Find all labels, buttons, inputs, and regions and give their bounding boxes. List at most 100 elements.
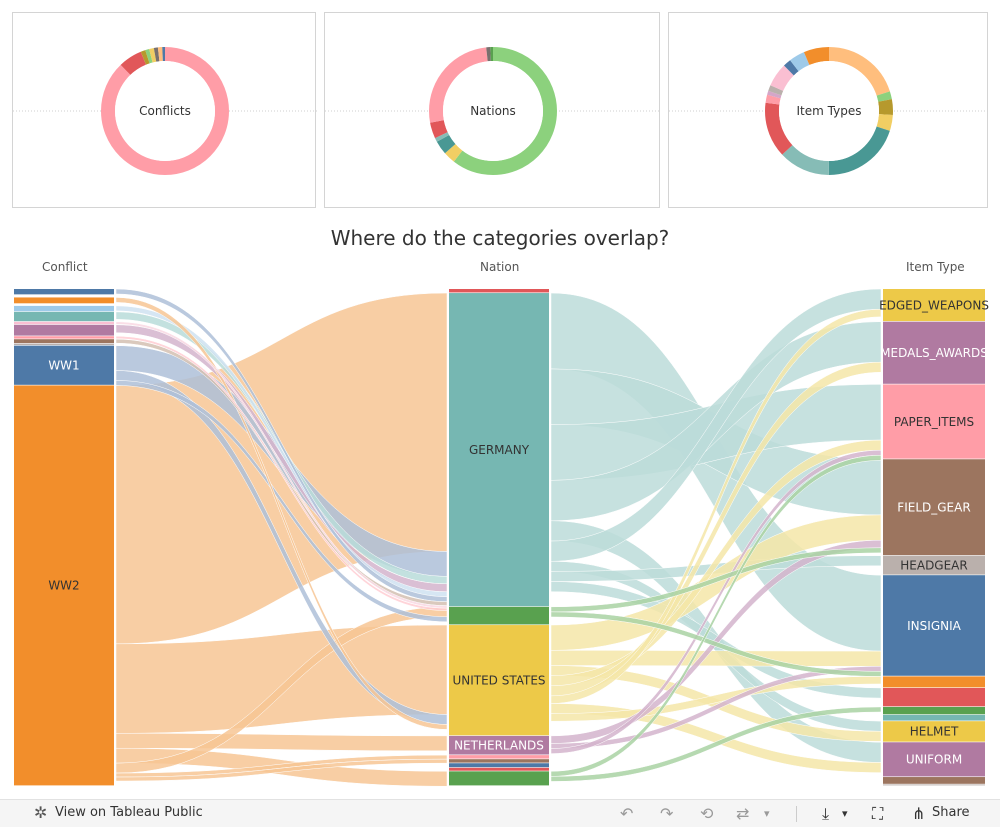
nation-node-8[interactable] bbox=[449, 767, 549, 771]
item-type-node-7[interactable] bbox=[883, 687, 985, 707]
download-icon[interactable]: ⤓ bbox=[822, 804, 830, 823]
item-type-node-3[interactable] bbox=[883, 459, 985, 556]
conflict-node-8[interactable] bbox=[14, 336, 114, 339]
item-type-node-label-2: PAPER_ITEMS bbox=[894, 415, 974, 429]
nation-node-0[interactable] bbox=[449, 289, 549, 293]
conflict-node-7[interactable] bbox=[14, 324, 114, 336]
conflict-node-0[interactable] bbox=[14, 289, 114, 295]
share-icon[interactable]: ⋔ bbox=[912, 804, 926, 823]
item-type-node-8[interactable] bbox=[883, 706, 985, 715]
nation-item-flow-22[interactable] bbox=[550, 454, 882, 777]
nation-item-flow-20[interactable] bbox=[550, 547, 882, 613]
conflict-node-2[interactable] bbox=[14, 297, 114, 304]
sankey-links bbox=[115, 288, 882, 787]
sankey-chart[interactable]: WW1 WW2 GERMANY UNITED STATES NETHERLANDS EDG… bbox=[0, 280, 1000, 792]
nation-item-flow-21[interactable] bbox=[550, 611, 882, 677]
conflict-node-3[interactable] bbox=[14, 303, 114, 306]
conflict-node-11[interactable] bbox=[14, 345, 114, 385]
tableau-icon: ✲ bbox=[34, 803, 48, 822]
view-on-tableau-link[interactable]: View on Tableau Public bbox=[55, 805, 203, 820]
item-type-node-5[interactable] bbox=[883, 575, 985, 676]
nation-node-5[interactable] bbox=[449, 755, 549, 759]
nation-node-2[interactable] bbox=[449, 606, 549, 625]
donut-slice-7[interactable] bbox=[429, 47, 557, 175]
donut-slice-13[interactable] bbox=[765, 47, 893, 175]
conflict-nodes: WW1 WW2 bbox=[14, 289, 114, 786]
item-type-node-1[interactable] bbox=[883, 321, 985, 384]
nation-node-3[interactable] bbox=[449, 625, 549, 736]
item-type-node-6[interactable] bbox=[883, 676, 985, 688]
conflict-nation-flow-6[interactable] bbox=[115, 758, 448, 782]
nations-donut-panel[interactable]: Nations bbox=[324, 12, 661, 209]
conflict-node-5[interactable] bbox=[14, 311, 114, 322]
tableau-toolbar: ✲ View on Tableau Public ↶ ↷ ⟲ ⇄ ▾ ⤓ ▾ ⛶… bbox=[0, 799, 1000, 827]
item-types-donut-panel[interactable]: Item Types bbox=[668, 12, 989, 209]
conflict-nation-flow-9[interactable] bbox=[115, 380, 448, 622]
axis-label-conflict: Conflict bbox=[42, 260, 88, 274]
undo-icon[interactable]: ↶ bbox=[620, 804, 634, 823]
axis-label-item-type: Item Type bbox=[906, 260, 965, 274]
nation-node-label-1: GERMANY bbox=[469, 443, 530, 457]
conflict-node-9[interactable] bbox=[14, 339, 114, 344]
conflicts-donut-panel[interactable]: Conflicts bbox=[12, 12, 317, 209]
axis-label-nation: Nation bbox=[480, 260, 520, 274]
nation-node-9[interactable] bbox=[449, 771, 549, 786]
conflict-node-label-11: WW1 bbox=[48, 359, 79, 373]
conflict-nation-flow-2[interactable] bbox=[115, 733, 448, 752]
item-type-node-12[interactable] bbox=[883, 777, 985, 784]
nation-item-flow-10[interactable] bbox=[550, 650, 882, 667]
conflict-nation-flow-17[interactable] bbox=[115, 335, 448, 611]
item-types-donut-chart[interactable]: Item Types bbox=[669, 13, 989, 209]
donut-slice-7[interactable] bbox=[101, 47, 229, 175]
donut-slice-5[interactable] bbox=[429, 47, 557, 175]
refresh-icon[interactable]: ⇄ bbox=[736, 804, 750, 823]
item-type-node-11[interactable] bbox=[883, 742, 985, 777]
conflict-nation-flow-1[interactable] bbox=[115, 624, 448, 734]
item-type-node-0[interactable] bbox=[883, 289, 985, 322]
refresh-caret-icon[interactable]: ▾ bbox=[764, 807, 770, 820]
item-type-node-label-3: FIELD_GEAR bbox=[897, 500, 970, 514]
revert-icon[interactable]: ⟲ bbox=[700, 804, 714, 823]
toolbar-divider bbox=[796, 806, 797, 822]
nation-node-label-3: UNITED STATES bbox=[452, 673, 545, 687]
donut-slice-2[interactable] bbox=[765, 47, 893, 175]
download-caret-icon[interactable]: ▾ bbox=[842, 807, 848, 820]
conflict-node-10[interactable] bbox=[14, 343, 114, 346]
conflicts-donut-chart[interactable]: Conflicts bbox=[13, 13, 317, 209]
nation-node-1[interactable] bbox=[449, 293, 549, 607]
donut-hole bbox=[115, 61, 215, 161]
nation-item-flow-15[interactable] bbox=[550, 703, 882, 773]
donut-slice-4[interactable] bbox=[765, 47, 893, 175]
item-type-node-label-0: EDGED_WEAPONS bbox=[879, 298, 989, 312]
conflict-node-1[interactable] bbox=[14, 294, 114, 297]
redo-icon[interactable]: ↷ bbox=[660, 804, 674, 823]
item-type-node-2[interactable] bbox=[883, 384, 985, 459]
nation-nodes: GERMANY UNITED STATES NETHERLANDS bbox=[449, 289, 549, 786]
fullscreen-icon[interactable]: ⛶ bbox=[872, 804, 884, 823]
donut-center-label: Nations bbox=[470, 104, 516, 118]
conflict-node-6[interactable] bbox=[14, 321, 114, 325]
nations-donut-chart[interactable]: Nations bbox=[325, 13, 661, 209]
item-type-node-label-1: MEDALS_AWARDS bbox=[880, 346, 988, 360]
conflict-node-12[interactable] bbox=[14, 385, 114, 786]
donut-hole bbox=[779, 61, 879, 161]
nation-item-flow-23[interactable] bbox=[550, 706, 882, 782]
donut-slice-6[interactable] bbox=[765, 47, 893, 175]
item-type-nodes: EDGED_WEAPONS MEDALS_AWARDS PAPER_ITEMS FIE… bbox=[879, 289, 989, 786]
nation-node-6[interactable] bbox=[449, 759, 549, 763]
donut-center-label: Item Types bbox=[797, 104, 862, 118]
item-type-node-label-4: HEADGEAR bbox=[900, 558, 967, 572]
donut-center-label: Conflicts bbox=[139, 104, 191, 118]
item-type-node-label-10: HELMET bbox=[910, 725, 959, 739]
item-type-node-9[interactable] bbox=[883, 714, 985, 721]
nation-node-4[interactable] bbox=[449, 735, 549, 755]
nation-item-flow-11[interactable] bbox=[550, 665, 882, 742]
share-button[interactable]: Share bbox=[932, 805, 970, 820]
item-type-node-13[interactable] bbox=[883, 784, 985, 786]
conflict-node-4[interactable] bbox=[14, 305, 114, 312]
item-type-node-10[interactable] bbox=[883, 721, 985, 742]
nation-node-7[interactable] bbox=[449, 763, 549, 768]
item-type-node-4[interactable] bbox=[883, 555, 985, 575]
sankey-title: Where do the categories overlap? bbox=[330, 226, 670, 250]
item-type-node-label-5: INSIGNIA bbox=[907, 619, 961, 633]
